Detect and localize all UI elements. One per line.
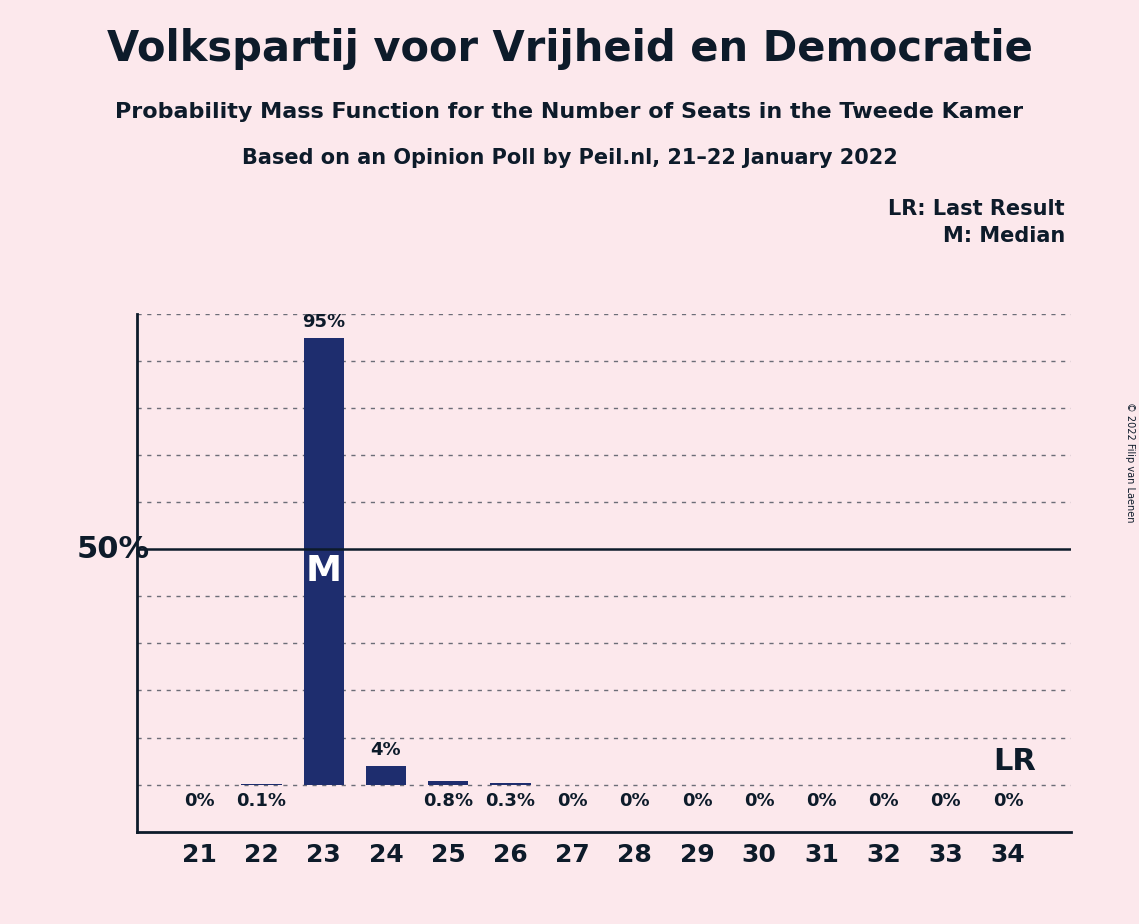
Text: 0.1%: 0.1% (237, 792, 287, 809)
Text: 0%: 0% (868, 792, 899, 809)
Bar (428, 781, 468, 784)
Text: 0%: 0% (681, 792, 712, 809)
Text: 0.3%: 0.3% (485, 792, 535, 809)
Text: 0%: 0% (557, 792, 588, 809)
Text: 0%: 0% (185, 792, 214, 809)
Text: 0.8%: 0.8% (423, 792, 473, 809)
Text: 50%: 50% (76, 535, 149, 564)
Text: 0%: 0% (744, 792, 775, 809)
Bar (366, 766, 407, 784)
Text: M: Median: M: Median (943, 226, 1065, 247)
Text: LR: Last Result: LR: Last Result (888, 199, 1065, 219)
Text: M: M (305, 554, 342, 588)
Text: 0%: 0% (931, 792, 961, 809)
Bar (303, 337, 344, 784)
Text: 4%: 4% (370, 741, 401, 759)
Text: 0%: 0% (620, 792, 650, 809)
Text: © 2022 Filip van Laenen: © 2022 Filip van Laenen (1125, 402, 1134, 522)
Text: 95%: 95% (302, 312, 345, 331)
Text: 0%: 0% (993, 792, 1023, 809)
Text: Probability Mass Function for the Number of Seats in the Tweede Kamer: Probability Mass Function for the Number… (115, 102, 1024, 122)
Text: Based on an Opinion Poll by Peil.nl, 21–22 January 2022: Based on an Opinion Poll by Peil.nl, 21–… (241, 148, 898, 168)
Text: 0%: 0% (806, 792, 837, 809)
Text: Volkspartij voor Vrijheid en Democratie: Volkspartij voor Vrijheid en Democratie (107, 28, 1032, 69)
Text: LR: LR (993, 747, 1036, 775)
